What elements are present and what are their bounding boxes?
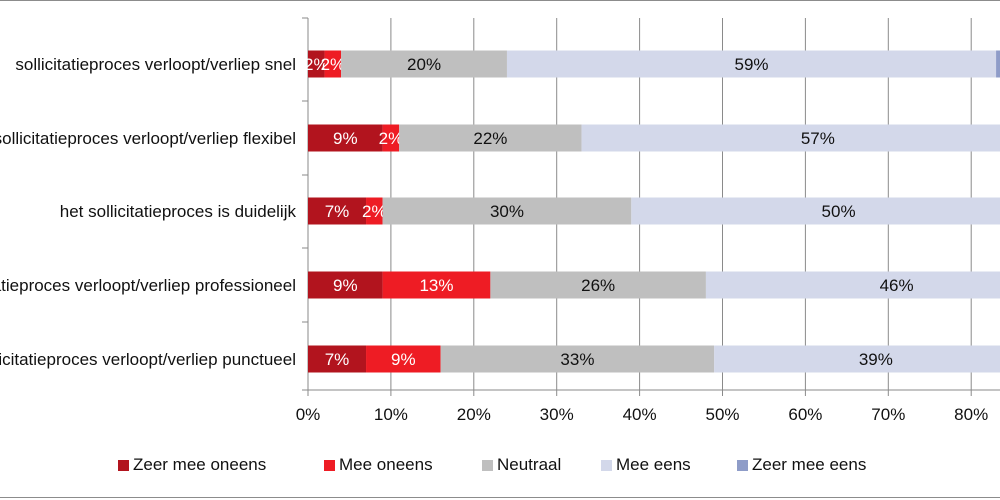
- data-label: 2%: [379, 129, 404, 148]
- legend-swatch: [482, 459, 493, 471]
- data-label: 2%: [362, 202, 387, 221]
- legend-item: Mee oneens: [324, 452, 433, 478]
- category-label: sollicitatieproces verloopt/verliep punc…: [0, 350, 296, 369]
- data-label: 22%: [473, 129, 507, 148]
- data-label: 59%: [734, 55, 768, 74]
- data-label: 39%: [859, 350, 893, 369]
- bar-segment: [581, 124, 1000, 152]
- legend-label: Zeer mee oneens: [133, 455, 267, 474]
- bar-segment: [705, 271, 1000, 299]
- bar-segment: [324, 50, 342, 78]
- data-label: 20%: [407, 55, 441, 74]
- bar-segment: [490, 271, 706, 299]
- legend: Zeer mee oneens Mee oneens Neutraal Mee een…: [0, 452, 1000, 478]
- chart-frame-top: [0, 0, 1000, 1]
- bar-segment: [631, 197, 1000, 225]
- x-tick-label: 40%: [623, 405, 657, 424]
- data-label: 13%: [419, 276, 453, 295]
- data-label: 33%: [560, 350, 594, 369]
- x-tick-label: 80%: [954, 405, 988, 424]
- data-label: 7%: [325, 350, 350, 369]
- bar-segment: [308, 197, 367, 225]
- bar-segment: [382, 124, 400, 152]
- chart-frame-bottom: [0, 497, 1000, 498]
- data-label: 57%: [801, 129, 835, 148]
- legend-item: Zeer mee eens: [737, 452, 866, 478]
- bar-segment: [308, 345, 367, 373]
- bar-segment: [714, 345, 1000, 373]
- data-label: 26%: [581, 276, 615, 295]
- legend-swatch: [118, 459, 129, 471]
- legend-swatch: [601, 459, 612, 471]
- legend-label: Mee oneens: [339, 455, 433, 474]
- bar-segment: [308, 124, 383, 152]
- data-label: 9%: [333, 276, 358, 295]
- bar-segment: [308, 50, 325, 78]
- x-tick-label: 60%: [788, 405, 822, 424]
- category-label: sollicitatieproces verloopt/verliep prof…: [0, 276, 296, 295]
- bar-segment: [366, 197, 383, 225]
- data-label: 7%: [325, 202, 350, 221]
- legend-swatch: [324, 459, 335, 471]
- data-label: 46%: [880, 276, 914, 295]
- bar-segment: [399, 124, 582, 152]
- x-tick-label: 50%: [705, 405, 739, 424]
- legend-item: Mee eens: [601, 452, 691, 478]
- category-label: sollicitatieproces verloopt/verliep flex…: [0, 129, 296, 148]
- category-label: het sollicitatieproces is duidelijk: [60, 202, 297, 221]
- x-tick-label: 70%: [871, 405, 905, 424]
- data-label: 9%: [333, 129, 358, 148]
- bar-segment: [382, 197, 632, 225]
- legend-label: Zeer mee eens: [752, 455, 867, 474]
- legend-swatch: [737, 459, 748, 471]
- bar-segment: [341, 50, 507, 78]
- x-tick-label: 10%: [374, 405, 408, 424]
- legend-item: Zeer mee oneens: [118, 452, 266, 478]
- legend-label: Neutraal: [497, 455, 562, 474]
- x-tick-label: 30%: [540, 405, 574, 424]
- bar-segment: [366, 345, 441, 373]
- bar-segment: [506, 50, 997, 78]
- x-tick-label: 0%: [296, 405, 321, 424]
- legend-item: Neutraal: [482, 452, 561, 478]
- data-label: 30%: [490, 202, 524, 221]
- data-label: 2%: [321, 55, 346, 74]
- bar-segment: [440, 345, 715, 373]
- data-label: 9%: [391, 350, 416, 369]
- legend-label: Mee eens: [616, 455, 691, 474]
- bar-segment: [996, 50, 1000, 78]
- data-label: 2%: [304, 55, 329, 74]
- bar-segment: [382, 271, 491, 299]
- x-tick-label: 20%: [457, 405, 491, 424]
- bar-segment: [308, 271, 383, 299]
- category-label: sollicitatieproces verloopt/verliep snel: [15, 55, 296, 74]
- data-label: 50%: [822, 202, 856, 221]
